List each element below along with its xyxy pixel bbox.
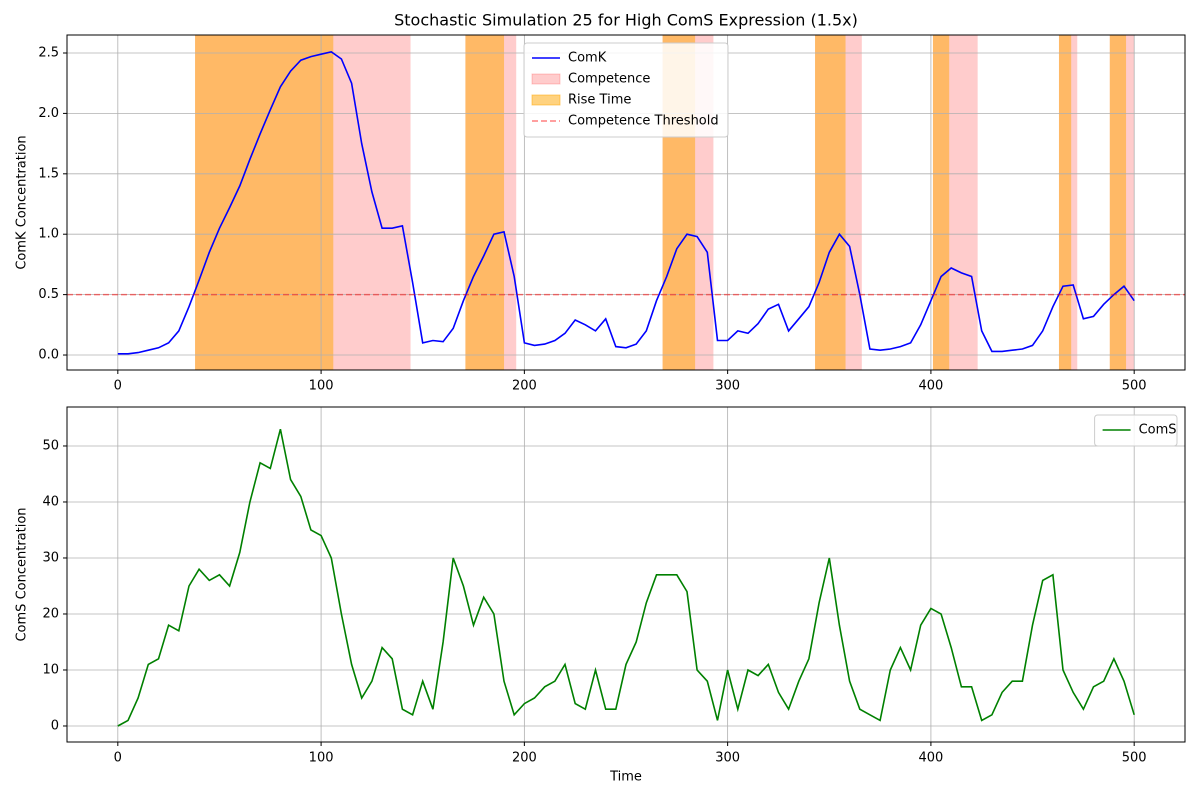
y-tick-label: 30 [42,550,59,565]
y-tick-label: 0.0 [38,348,59,363]
legend-swatch [531,94,561,106]
chart-title: Stochastic Simulation 25 for High ComS E… [394,11,858,30]
legend-swatch [531,73,561,85]
x-tick-label: 500 [1122,751,1147,766]
axes-frame [66,34,1186,371]
x-tick-label: 400 [918,751,943,766]
axes: Stochastic Simulation 25 for High ComS E… [15,11,1186,394]
y-tick-label: 20 [42,606,59,621]
y-axis-label: ComS Concentration [15,507,30,641]
data-line [117,429,1135,727]
legend-box [1094,414,1178,447]
x-tick-label: 0 [114,379,122,394]
axes: 0 100 200 300 400 500 0 10 20 30 40 50 Time ComS Conc… [15,406,1186,785]
x-tick-label: 0 [114,751,122,766]
legend-label: ComS [1139,423,1177,438]
y-axis-label: ComK Concentration [15,135,30,269]
y-tick-label: 10 [42,662,59,677]
x-tick-label: 200 [512,751,537,766]
x-tick-label: 300 [715,751,740,766]
x-tick-label: 500 [1122,379,1147,394]
y-tick-label: 1.5 [38,166,59,181]
span [1058,35,1072,370]
x-tick-label: 200 [512,379,537,394]
y-tick-label: 2.5 [38,46,59,61]
y-tick-label: 0.5 [38,287,59,302]
y-tick-label: 0 [51,718,59,733]
y-tick-label: 2.0 [38,106,59,121]
span [1109,35,1127,370]
span [932,35,950,370]
legend-box [523,42,729,138]
data-line [117,50,1135,355]
axes-frame [66,406,1186,743]
y-tick-label: 50 [42,438,59,453]
span [465,35,505,370]
y-tick-label: 40 [42,494,59,509]
legend-label: Competence [568,72,650,87]
legend: ComS [1094,414,1178,447]
x-tick-label: 100 [309,751,334,766]
x-tick-label: 100 [309,379,334,394]
legend-label: ComK [568,51,607,66]
x-tick-label: 300 [715,379,740,394]
y-tick-label: 1.0 [38,227,59,242]
legend-label: Rise Time [568,93,631,108]
span [195,35,334,370]
legend: ComK Competence Rise Time Competence Thresh… [523,42,729,138]
span [815,35,846,370]
x-axis-label: Time [609,770,642,785]
legend-label: Competence Threshold [568,114,719,129]
x-tick-label: 400 [918,379,943,394]
